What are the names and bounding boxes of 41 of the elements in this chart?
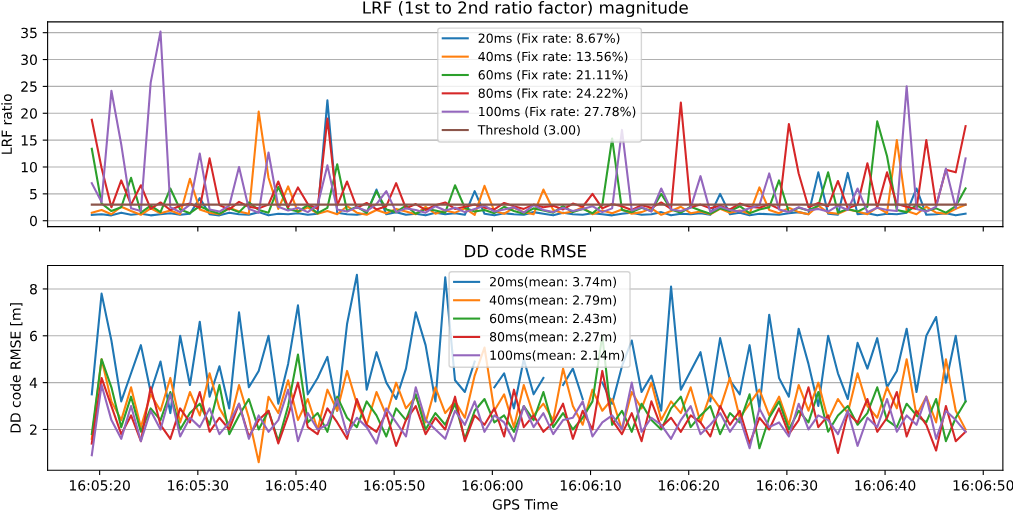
y-axis-title: LRF ratio — [1, 94, 12, 154]
legend-label: 60ms (Fix rate: 21.11%) — [478, 69, 628, 82]
x-axis-title: GPS Time — [492, 498, 558, 510]
x-tick-label: 16:06:00 — [462, 480, 523, 491]
x-tick-label: 16:06:20 — [659, 480, 719, 491]
y-tick-label: 20 — [21, 108, 37, 119]
x-tick-label: 16:05:30 — [168, 480, 229, 491]
legend-label: 20ms (Fix rate: 8.67%) — [478, 33, 620, 45]
line-series — [90, 381, 967, 457]
legend-label: 80ms (Fix rate: 24.22%) — [478, 88, 628, 100]
y-tick-label: 15 — [21, 135, 37, 146]
x-tick-label: 16:05:20 — [69, 480, 130, 491]
y-tick-label: 30 — [21, 54, 37, 66]
y-tick-label: 6 — [30, 330, 38, 342]
legend-label: 100ms (Fix rate: 27.78%) — [479, 106, 636, 118]
x-tick-label: 16:06:40 — [855, 480, 916, 491]
x-tick-label: 16:06:50 — [953, 480, 1013, 491]
line-series — [90, 369, 967, 454]
x-tick-label: 16:06:30 — [757, 480, 818, 491]
y-tick-label: 5 — [30, 189, 37, 200]
y-tick-label: 25 — [21, 81, 37, 92]
y-tick-label: 0 — [29, 215, 37, 227]
y-tick-label: 4 — [29, 377, 38, 388]
chart-title: LRF (1st to 2nd ratio factor) magnitude — [363, 0, 688, 18]
chart-title: DD code RMSE — [465, 244, 586, 258]
legend-label: Threshold (3.00) — [477, 124, 580, 137]
line-series — [90, 30, 967, 214]
legend-label: 20ms(mean: 3.74m) — [490, 276, 617, 288]
legend-label: 40ms(mean: 2.79m) — [489, 295, 617, 307]
legend-label: 80ms(mean: 2.27m) — [489, 331, 617, 343]
x-tick-label: 16:05:40 — [266, 480, 327, 491]
legend-label: 100ms(mean: 2.14m) — [490, 350, 624, 362]
x-tick-label: 16:05:50 — [364, 480, 425, 491]
y-tick-label: 10 — [21, 161, 37, 173]
legend-label: 60ms(mean: 2.43m) — [489, 313, 617, 325]
x-tick-label: 16:06:10 — [560, 480, 621, 491]
y-tick-label: 8 — [29, 283, 37, 295]
y-tick-label: 2 — [30, 424, 37, 435]
y-tick-label: 35 — [21, 27, 37, 39]
y-axis-title: DD code RMSE [m] — [10, 303, 23, 433]
legend-label: 40ms (Fix rate: 13.56%) — [478, 51, 628, 63]
